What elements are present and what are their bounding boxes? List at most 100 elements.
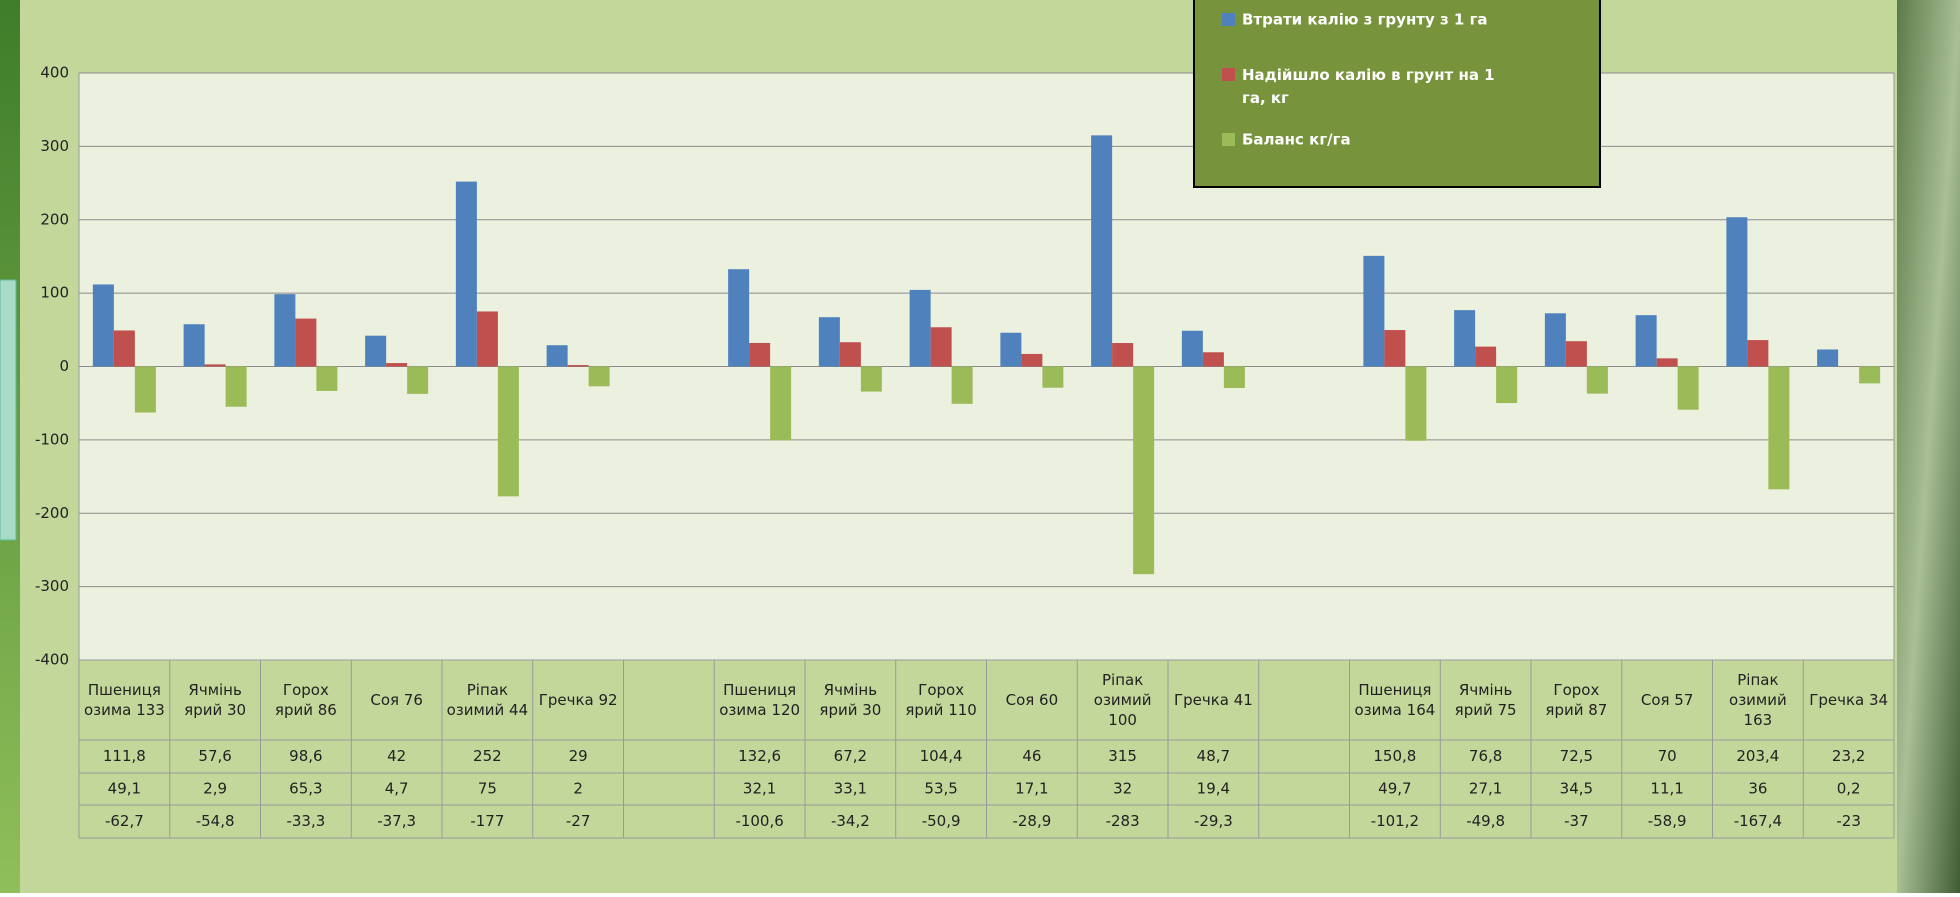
- table-value: -33,3: [286, 812, 325, 830]
- bar: [1747, 340, 1768, 366]
- bar: [819, 317, 840, 366]
- table-value: 19,4: [1197, 780, 1230, 798]
- bar: [1817, 349, 1838, 366]
- table-value: 0,2: [1837, 780, 1861, 798]
- bar: [114, 330, 135, 366]
- bar: [861, 367, 882, 392]
- table-value: 111,8: [103, 747, 146, 765]
- legend-swatch: [1222, 133, 1235, 146]
- table-value: -177: [470, 812, 504, 830]
- table-value: -29,3: [1194, 812, 1233, 830]
- table-value: 23,2: [1832, 747, 1865, 765]
- bar: [1224, 367, 1245, 388]
- bar: [770, 367, 791, 441]
- table-value: -50,9: [922, 812, 961, 830]
- y-tick-label: -400: [35, 651, 69, 669]
- bar: [910, 290, 931, 367]
- bar: [1496, 367, 1517, 404]
- table-value: -167,4: [1734, 812, 1782, 830]
- bar: [1133, 367, 1154, 575]
- table-value: 32,1: [743, 780, 776, 798]
- table-value: 32: [1113, 780, 1132, 798]
- bar: [1454, 310, 1475, 366]
- bar: [749, 343, 770, 367]
- table-value: 2: [573, 780, 583, 798]
- bar: [93, 284, 114, 366]
- table-value: 17,1: [1015, 780, 1048, 798]
- table-value: 36: [1748, 780, 1767, 798]
- table-value: 42: [387, 747, 406, 765]
- bar: [498, 367, 519, 497]
- table-value: -58,9: [1648, 812, 1687, 830]
- table-value: -283: [1106, 812, 1140, 830]
- bar: [295, 319, 316, 367]
- table-value: 150,8: [1373, 747, 1416, 765]
- table-value: -37,3: [377, 812, 416, 830]
- bar: [274, 294, 295, 366]
- bar: [316, 367, 337, 391]
- bar: [1021, 354, 1042, 367]
- bar: [1475, 347, 1496, 367]
- y-tick-label: 400: [40, 64, 69, 82]
- y-tick-label: 300: [40, 137, 69, 155]
- bar: [1726, 217, 1747, 366]
- table-value: 65,3: [289, 780, 322, 798]
- table-value: -27: [566, 812, 591, 830]
- table-value: 203,4: [1736, 747, 1779, 765]
- bar: [840, 342, 861, 366]
- table-value: 53,5: [924, 780, 957, 798]
- table-value: 27,1: [1469, 780, 1502, 798]
- table-value: -101,2: [1371, 812, 1419, 830]
- bar: [1678, 367, 1699, 410]
- table-value: 49,1: [108, 780, 141, 798]
- bar: [365, 336, 386, 367]
- right-image: [1897, 0, 1960, 893]
- bar: [1566, 341, 1587, 366]
- bar: [1042, 367, 1063, 388]
- table-value: 67,2: [834, 747, 867, 765]
- x-tick-label: Гречка 92: [539, 691, 618, 709]
- table-value: 72,5: [1560, 747, 1593, 765]
- table-value: -49,8: [1466, 812, 1505, 830]
- table-value: 34,5: [1560, 780, 1593, 798]
- bar: [135, 367, 156, 413]
- bar: [728, 269, 749, 366]
- bar: [1000, 333, 1021, 367]
- table-value: 104,4: [920, 747, 963, 765]
- table-value: 76,8: [1469, 747, 1502, 765]
- table-value: 2,9: [203, 780, 227, 798]
- table-value: 49,7: [1378, 780, 1411, 798]
- table-value: 46: [1022, 747, 1041, 765]
- legend-swatch: [1222, 68, 1235, 81]
- bar: [931, 327, 952, 366]
- bar: [1363, 256, 1384, 367]
- bar: [547, 345, 568, 366]
- x-tick-label: Гречка 41: [1174, 691, 1253, 709]
- table-value: 315: [1108, 747, 1137, 765]
- table-value: -62,7: [105, 812, 144, 830]
- table-value: -28,9: [1012, 812, 1051, 830]
- table-value: 132,6: [738, 747, 781, 765]
- bar: [1182, 331, 1203, 367]
- table-value: -23: [1836, 812, 1861, 830]
- x-tick-label: Соя 76: [370, 691, 423, 709]
- bar: [407, 367, 428, 394]
- bar: [1405, 367, 1426, 441]
- table-value: 48,7: [1197, 747, 1230, 765]
- bar: [1636, 315, 1657, 366]
- bar: [589, 367, 610, 387]
- table-value: -54,8: [196, 812, 235, 830]
- bar: [1203, 352, 1224, 366]
- table-value: 57,6: [198, 747, 231, 765]
- y-tick-label: -300: [35, 577, 69, 595]
- bar: [1112, 343, 1133, 366]
- legend-swatch: [1222, 13, 1235, 26]
- table-value: 11,1: [1650, 780, 1683, 798]
- table-value: 70: [1658, 747, 1677, 765]
- y-tick-label: -200: [35, 504, 69, 522]
- table-value: -34,2: [831, 812, 870, 830]
- legend-label: Баланс кг/га: [1242, 131, 1351, 149]
- bar: [456, 182, 477, 367]
- y-tick-label: 100: [40, 284, 69, 302]
